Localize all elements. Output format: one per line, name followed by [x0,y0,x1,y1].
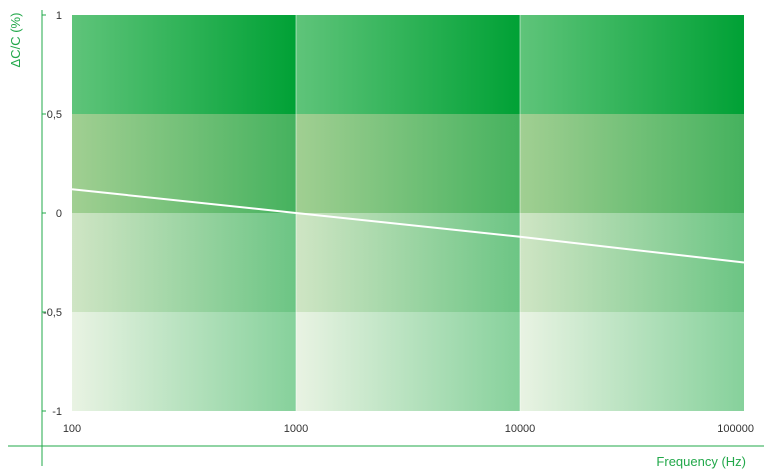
y-tick-label: 0,5 [47,109,62,121]
x-tick-label: 10000 [505,423,536,435]
y-tick-label: -0,5 [43,307,62,319]
y-axis-title: ΔC/C (%) [8,13,23,68]
band-row-2-col-0 [72,213,296,312]
y-tick-labels: 1 0,5 0 -0,5 -1 [42,10,62,418]
x-tick-labels: 100 1000 10000 100000 [63,423,754,435]
band-row-0-col-2 [520,15,744,114]
x-tick-label: 100 [63,423,81,435]
band-row-3-col-2 [520,312,744,411]
x-axis-title: Frequency (Hz) [656,454,746,469]
x-tick-label: 100000 [717,423,754,435]
x-tick-label: 1000 [284,423,308,435]
band-row-0-col-0 [72,15,296,114]
y-tick-label: 0 [56,208,62,220]
background-bands [72,15,744,411]
band-row-3-col-1 [296,312,520,411]
band-row-1-col-2 [520,114,744,213]
y-tick-label: 1 [56,10,62,22]
band-row-1-col-1 [296,114,520,213]
band-row-2-col-1 [296,213,520,312]
band-row-1-col-0 [72,114,296,213]
y-tick-label: -1 [52,406,62,418]
band-row-3-col-0 [72,312,296,411]
band-row-0-col-1 [296,15,520,114]
band-row-2-col-2 [520,213,744,312]
